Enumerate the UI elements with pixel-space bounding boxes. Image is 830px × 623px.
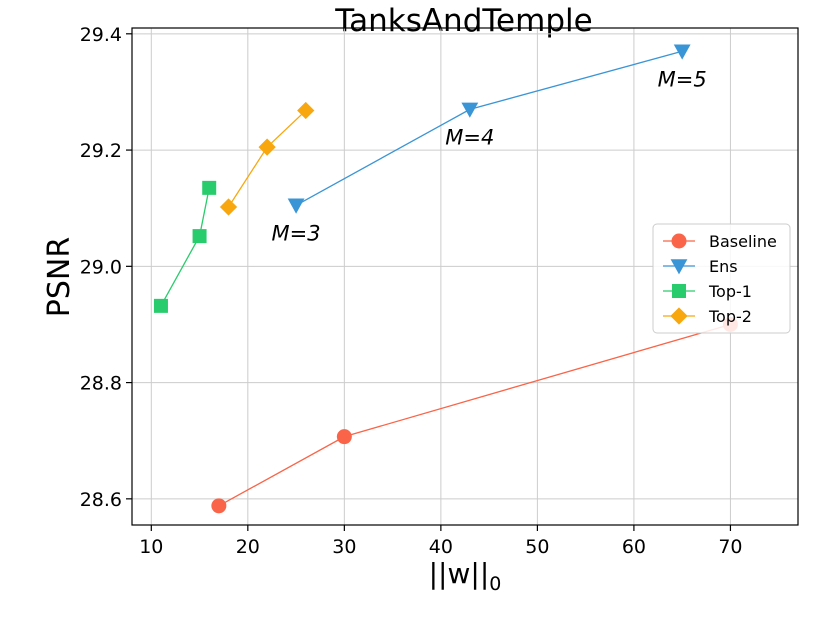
series-baseline (211, 316, 738, 514)
data-point-top-1 (202, 180, 217, 195)
x-axis-label-main: ||w|| (429, 557, 490, 590)
y-tick-label: 29.0 (80, 256, 122, 278)
annotation-label: M=5 (658, 67, 707, 91)
legend-label-top-2: Top-2 (708, 307, 752, 326)
series-top-1 (153, 180, 217, 313)
series-line-baseline (218, 323, 731, 507)
data-point-ens (287, 198, 305, 214)
annotation-layer: M=3 M=4 M=5 (272, 67, 707, 245)
legend: Baseline Ens Top-1 Top-2 (652, 223, 791, 334)
x-tick-label: 70 (718, 536, 742, 558)
y-axis-label: PSNR (42, 237, 77, 317)
series-ens (287, 44, 691, 214)
data-point-top-1 (153, 298, 168, 313)
series-top-2 (219, 101, 315, 216)
data-point-top-2 (258, 138, 276, 156)
data-point-top-2 (219, 198, 238, 216)
legend-marker-top-1 (672, 284, 686, 298)
legend-box (652, 223, 791, 334)
x-tick-label: 60 (622, 536, 646, 558)
legend-marker-ens (670, 259, 688, 275)
plot-frame (131, 27, 799, 526)
y-tick-label: 28.6 (80, 489, 122, 511)
legend-marker-baseline (671, 233, 687, 249)
series-layer (153, 44, 738, 514)
data-point-ens (673, 44, 691, 60)
series-line-top-1 (160, 187, 210, 307)
x-tick-label: 40 (429, 536, 453, 558)
x-axis-label-subscript: 0 (489, 573, 501, 595)
y-tick-label: 28.8 (80, 373, 122, 395)
chart-title: TanksAndTemple (334, 3, 592, 39)
data-point-ens (461, 102, 479, 118)
data-point-top-1 (192, 229, 207, 244)
x-tick-label: 30 (332, 536, 356, 558)
annotation-label: M=3 (272, 221, 321, 245)
legend-label-top-1: Top-1 (708, 282, 752, 301)
y-tick-label: 29.2 (80, 140, 122, 162)
series-line-top-2 (227, 110, 307, 208)
x-axis-label: ||w||0 (429, 557, 502, 595)
data-point-baseline (211, 498, 227, 514)
x-tick-label: 20 (236, 536, 260, 558)
legend-label-ens: Ens (709, 257, 738, 276)
legend-label-baseline: Baseline (709, 232, 777, 251)
x-tick-label: 50 (525, 536, 549, 558)
annotation-label: M=4 (445, 125, 494, 149)
x-tick-label: 10 (139, 536, 163, 558)
legend-marker-top-2 (670, 307, 688, 325)
y-tick-label: 29.4 (80, 24, 122, 46)
tick-layer: 10 20 30 40 50 60 70 28.6 28.8 29.0 29.2 29.4 (80, 24, 743, 558)
data-point-top-2 (297, 101, 315, 120)
data-point-baseline (336, 429, 352, 445)
